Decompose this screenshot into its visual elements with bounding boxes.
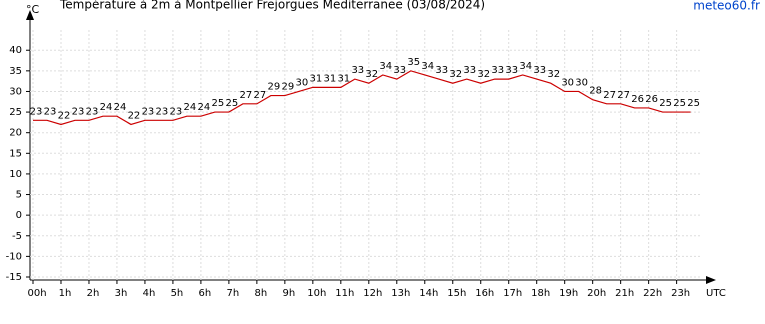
- data-label: 34: [519, 61, 532, 72]
- x-tick-label: 8h: [255, 288, 268, 299]
- data-label: 24: [198, 102, 211, 113]
- data-label: 33: [463, 65, 476, 76]
- data-label: 23: [156, 106, 169, 117]
- data-label: 32: [547, 69, 560, 80]
- data-label: 31: [323, 73, 336, 84]
- data-label: 30: [561, 77, 574, 88]
- data-label: 34: [379, 61, 392, 72]
- x-tick-label: 22h: [643, 288, 662, 299]
- y-tick-label: 35: [9, 66, 22, 77]
- data-label: 34: [421, 61, 434, 72]
- x-tick-label: 9h: [283, 288, 296, 299]
- data-label: 24: [100, 102, 113, 113]
- x-tick-label: 14h: [419, 288, 438, 299]
- data-label: 32: [449, 69, 462, 80]
- x-tick-label: 16h: [475, 288, 494, 299]
- x-axis-label: UTC: [706, 288, 726, 299]
- data-label: 22: [128, 110, 141, 121]
- x-tick-label: 13h: [391, 288, 410, 299]
- y-tick-label: 20: [9, 128, 22, 139]
- data-label: 28: [589, 86, 602, 97]
- data-label: 27: [240, 90, 253, 101]
- x-tick-label: 17h: [503, 288, 522, 299]
- data-label: 25: [687, 98, 700, 109]
- data-label: 35: [407, 57, 420, 68]
- data-label: 25: [659, 98, 672, 109]
- y-axis-label: °C: [26, 3, 40, 16]
- line: [33, 70, 691, 126]
- data-label: 26: [631, 94, 644, 105]
- data-label: 33: [505, 65, 518, 76]
- data-label: 24: [114, 102, 127, 113]
- data-label: 27: [603, 90, 616, 101]
- data-label: 25: [226, 98, 239, 109]
- data-label: 27: [617, 90, 630, 101]
- data-label: 27: [254, 90, 267, 101]
- data-label: 22: [58, 110, 71, 121]
- data-label: 23: [142, 106, 155, 117]
- data-label: 33: [435, 65, 448, 76]
- y-tick-label: -5: [12, 231, 22, 242]
- x-tick-label: 23h: [671, 288, 690, 299]
- data-label: 30: [575, 77, 588, 88]
- x-tick-label: 6h: [199, 288, 212, 299]
- x-tick-label: 5h: [171, 288, 184, 299]
- x-tick-label: 1h: [59, 288, 72, 299]
- data-label: 25: [212, 98, 225, 109]
- x-tick-label: 2h: [87, 288, 100, 299]
- data-label: 33: [491, 65, 504, 76]
- x-tick-label: 7h: [227, 288, 240, 299]
- data-label: 33: [393, 65, 406, 76]
- x-tick-label: 00h: [27, 288, 46, 299]
- x-tick-label: 3h: [115, 288, 128, 299]
- x-tick-label: 15h: [447, 288, 466, 299]
- x-tick-label: 10h: [307, 288, 326, 299]
- y-tick-label: 0: [16, 210, 22, 221]
- data-label: 23: [170, 106, 183, 117]
- x-tick-label: 19h: [559, 288, 578, 299]
- data-label: 29: [267, 82, 280, 93]
- x-tick-label: 4h: [143, 288, 156, 299]
- data-label: 23: [86, 106, 99, 117]
- data-label: 23: [30, 106, 43, 117]
- y-tick-label: 25: [9, 107, 22, 118]
- y-tick-label: 15: [9, 148, 22, 159]
- y-tick-label: 10: [9, 169, 22, 180]
- x-arrow: [706, 276, 716, 284]
- data-label: 24: [184, 102, 197, 113]
- x-tick-label: 11h: [335, 288, 354, 299]
- data-label: 30: [295, 77, 308, 88]
- x-tick-label: 18h: [531, 288, 550, 299]
- y-tick-label: -10: [6, 251, 22, 262]
- y-tick-label: 5: [16, 190, 22, 201]
- data-label: 31: [337, 73, 350, 84]
- data-label: 31: [309, 73, 322, 84]
- y-tick-label: 30: [9, 86, 22, 97]
- y-tick-label: 40: [9, 45, 22, 56]
- data-label: 26: [645, 94, 658, 105]
- data-label: 29: [281, 82, 294, 93]
- data-label: 32: [477, 69, 490, 80]
- x-tick-label: 21h: [615, 288, 634, 299]
- data-label: 33: [533, 65, 546, 76]
- chart-title: Température à 2m à Montpellier Frejorgue…: [59, 0, 485, 12]
- data-label: 23: [72, 106, 85, 117]
- data-label: 25: [673, 98, 686, 109]
- y-tick-label: -15: [6, 272, 22, 283]
- y-arrow: [26, 10, 34, 20]
- data-label: 32: [365, 69, 378, 80]
- data-label: 23: [44, 106, 57, 117]
- x-tick-label: 12h: [363, 288, 382, 299]
- x-tick-label: 20h: [587, 288, 606, 299]
- source-link[interactable]: meteo60.fr: [693, 0, 760, 13]
- data-label: 33: [351, 65, 364, 76]
